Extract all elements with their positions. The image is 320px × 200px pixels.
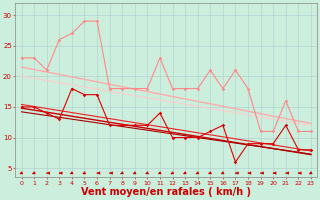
X-axis label: Vent moyen/en rafales ( km/h ): Vent moyen/en rafales ( km/h ) <box>81 187 251 197</box>
